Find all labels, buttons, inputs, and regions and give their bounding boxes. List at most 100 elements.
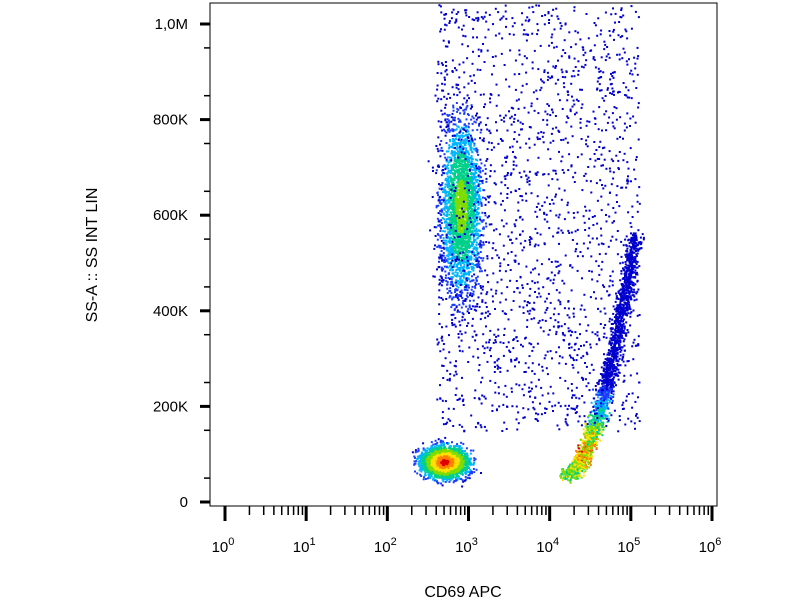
data-point [442, 473, 445, 476]
data-point [475, 468, 478, 471]
data-point [440, 459, 443, 461]
data-point [422, 459, 425, 462]
data-point [426, 460, 429, 463]
data-point [460, 154, 463, 156]
data-point [454, 129, 457, 132]
data-point [465, 305, 468, 308]
data-point [464, 469, 467, 472]
data-point [471, 151, 474, 154]
data-point [447, 181, 450, 184]
data-point [466, 163, 469, 166]
data-point [467, 215, 470, 218]
data-point [457, 241, 460, 244]
data-point [458, 256, 461, 259]
data-point [454, 476, 457, 479]
data-point [465, 171, 468, 174]
data-point [437, 224, 440, 227]
data-point [460, 192, 463, 195]
data-point [450, 157, 453, 160]
data-point [464, 467, 467, 470]
data-point [452, 252, 455, 255]
data-point [449, 245, 452, 248]
data-point [472, 290, 475, 293]
data-point [465, 163, 468, 166]
data-point [426, 464, 429, 467]
data-point [450, 292, 453, 294]
data-point [455, 211, 458, 214]
data-point [452, 139, 455, 142]
data-point [421, 451, 424, 454]
data-point [464, 179, 467, 182]
data-point [457, 253, 459, 256]
data-point [465, 185, 468, 188]
data-point [440, 444, 443, 447]
data-point [456, 460, 459, 462]
data-point [458, 214, 461, 217]
data-point [471, 192, 473, 195]
data-point [432, 443, 435, 446]
data-point [458, 275, 461, 278]
data-point [447, 129, 450, 132]
data-point [447, 235, 449, 238]
data-point [460, 272, 463, 275]
data-point [435, 451, 438, 454]
data-point [448, 147, 450, 150]
data-point [469, 201, 472, 204]
data-point [438, 201, 441, 204]
data-point [472, 227, 474, 230]
data-point [461, 257, 464, 260]
data-point [449, 295, 451, 298]
data-point [454, 464, 457, 467]
data-point [440, 222, 443, 224]
data-point [450, 475, 453, 478]
data-point [456, 198, 459, 201]
data-point [452, 456, 455, 459]
data-point [459, 207, 462, 210]
data-point [486, 291, 489, 294]
data-point [469, 148, 472, 151]
data-point [471, 165, 474, 168]
data-point [439, 461, 442, 463]
data-point [450, 277, 453, 280]
data-point [448, 231, 451, 234]
data-point [465, 262, 468, 265]
data-point [446, 211, 449, 214]
data-point [474, 256, 477, 259]
data-point [488, 141, 491, 144]
data-point [478, 234, 481, 237]
data-point [450, 261, 453, 263]
data-point [452, 255, 455, 258]
data-point [449, 287, 452, 290]
data-point [459, 471, 462, 474]
data-point [453, 447, 456, 450]
data-point [459, 259, 462, 262]
data-point [463, 184, 466, 187]
data-point [451, 451, 454, 454]
data-point [462, 141, 465, 144]
data-point [461, 275, 464, 277]
data-point [481, 300, 484, 303]
data-point [465, 189, 468, 192]
data-point [448, 265, 451, 268]
data-point [460, 201, 463, 204]
data-point [443, 265, 446, 268]
data-point [470, 204, 473, 207]
data-point [442, 462, 445, 465]
data-point [472, 185, 475, 188]
data-point [461, 231, 464, 234]
data-point [429, 455, 432, 458]
data-point [437, 266, 440, 269]
data-point [470, 199, 473, 202]
data-point [474, 201, 477, 203]
data-point [464, 177, 467, 180]
data-point [449, 470, 452, 473]
data-point [433, 479, 436, 482]
data-point [449, 217, 451, 220]
data-point [444, 480, 447, 483]
data-point [443, 153, 446, 156]
data-point [439, 253, 442, 256]
data-point [462, 230, 465, 233]
data-point [436, 475, 439, 478]
data-point [414, 456, 416, 459]
data-point [472, 163, 475, 166]
